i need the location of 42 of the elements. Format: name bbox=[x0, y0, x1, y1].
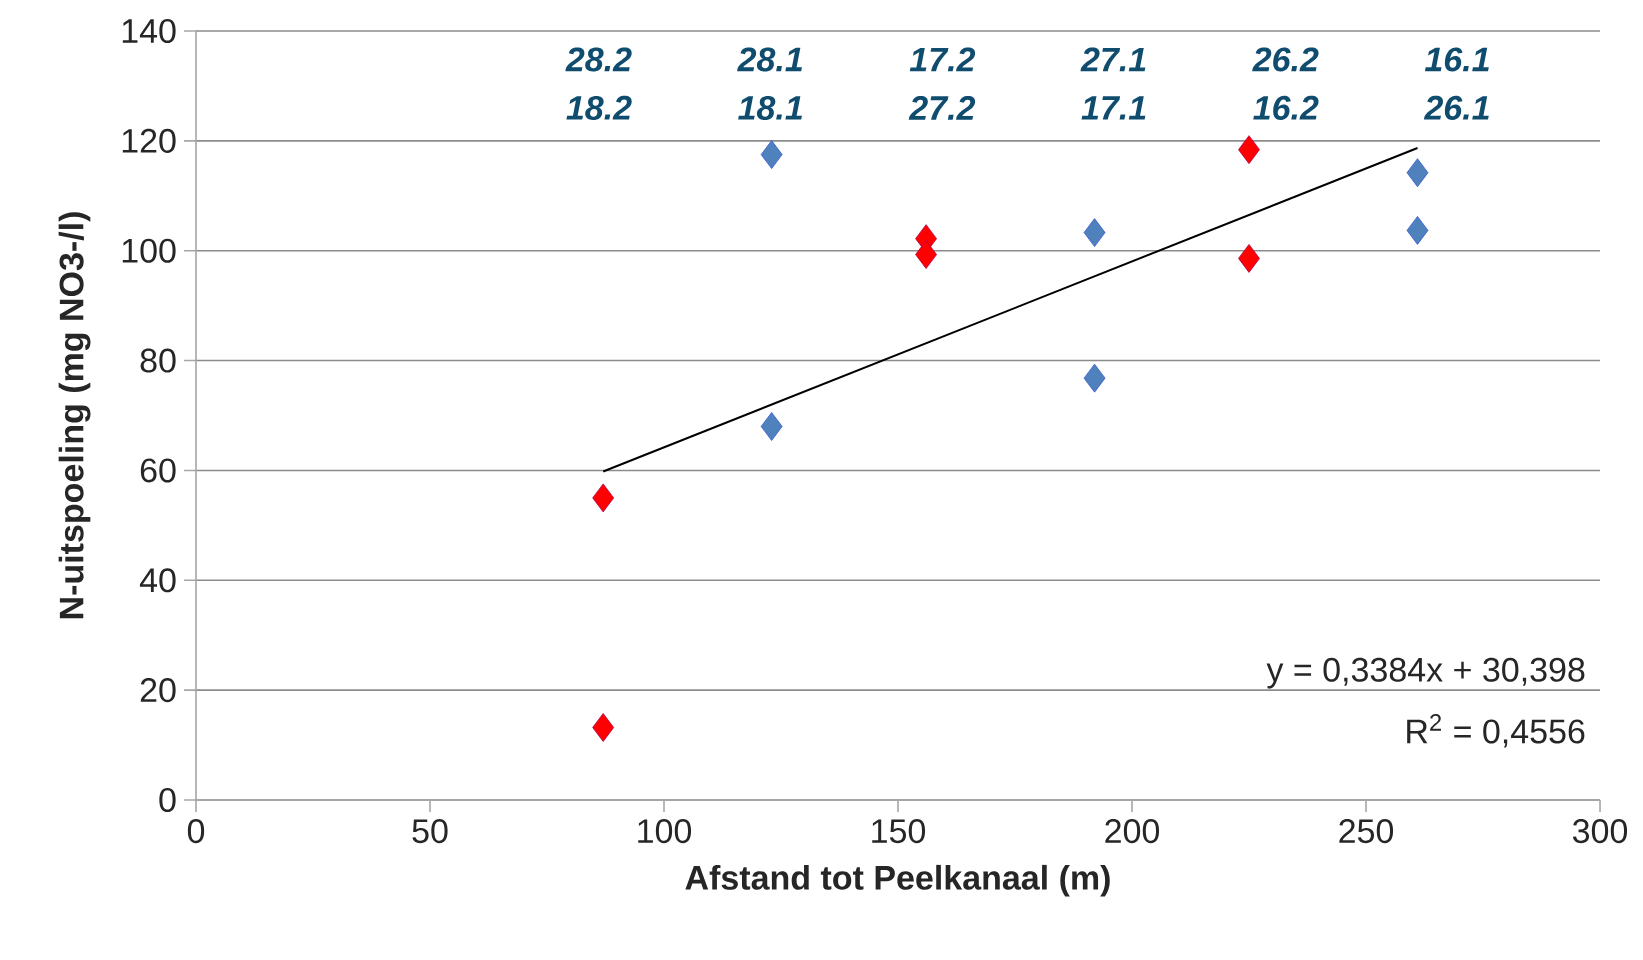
point bbox=[915, 240, 937, 269]
y-tick-label: 140 bbox=[122, 18, 176, 44]
y-tick-label: 80 bbox=[140, 348, 176, 373]
annotation: 27.2 bbox=[908, 96, 976, 120]
annotation: 26.2 bbox=[1252, 47, 1319, 72]
x-tick-label: 0 bbox=[187, 819, 205, 844]
annotation: 18.1 bbox=[738, 95, 802, 120]
point bbox=[1406, 158, 1429, 188]
point bbox=[1406, 215, 1429, 245]
x-axis-title: Afstand tot Peelkanaal (m) bbox=[685, 864, 1110, 897]
x-tick-label: 50 bbox=[412, 819, 448, 844]
x-tick-label: 150 bbox=[872, 819, 926, 844]
point bbox=[592, 483, 615, 513]
x-tick-label: 300 bbox=[1572, 819, 1628, 844]
y-tick-label: 20 bbox=[140, 678, 176, 703]
annotation: 18.2 bbox=[566, 95, 632, 120]
x-tick-label: 200 bbox=[1105, 819, 1160, 844]
point bbox=[1238, 244, 1260, 273]
annotation: y = 0,3384x + 30,398 bbox=[1266, 657, 1585, 689]
point bbox=[1083, 363, 1106, 393]
annotation: R$^{2}$ = 0,4556 bbox=[1407, 714, 1585, 748]
annotation: 17.1 bbox=[1081, 96, 1146, 120]
x-tick-label: 100 bbox=[638, 819, 692, 844]
y-tick-label: 120 bbox=[122, 128, 176, 153]
annotation: 16.2 bbox=[1253, 95, 1319, 120]
annotation: 26.1 bbox=[1423, 95, 1489, 120]
point bbox=[1238, 135, 1260, 165]
x-tick-label: 250 bbox=[1339, 819, 1394, 844]
annotation: 17.2 bbox=[909, 47, 976, 72]
y-tick-label: 0 bbox=[159, 787, 176, 813]
annotation: 28.2 bbox=[565, 47, 632, 72]
y-tick-label: 40 bbox=[139, 568, 176, 593]
y-tick-label: 60 bbox=[140, 458, 176, 483]
point bbox=[760, 412, 783, 441]
point bbox=[760, 140, 783, 169]
annotation: 27.1 bbox=[1080, 47, 1146, 72]
annotation: 16.1 bbox=[1424, 47, 1489, 72]
point bbox=[592, 713, 615, 742]
y-axis-title: N-uitspoeling (mg NO3-/l) bbox=[58, 212, 91, 619]
point bbox=[1083, 218, 1106, 247]
y-tick-label: 100 bbox=[122, 238, 176, 263]
annotation: 28.1 bbox=[737, 47, 802, 72]
